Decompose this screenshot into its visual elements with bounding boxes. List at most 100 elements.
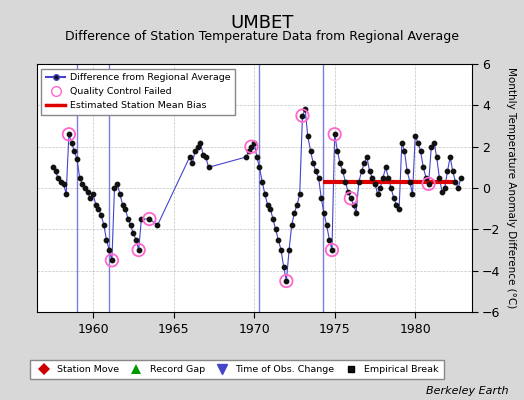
Point [279, 263, 288, 270]
Point [247, 144, 256, 150]
Point [108, 257, 116, 264]
Point [451, 178, 460, 185]
Point [309, 160, 318, 166]
Point [64, 131, 73, 138]
Point [317, 195, 325, 202]
Point [314, 174, 323, 181]
Point [255, 164, 264, 170]
Point [298, 112, 307, 119]
Point [435, 174, 444, 181]
Point [102, 236, 111, 243]
Point [290, 210, 299, 216]
Point [271, 226, 280, 232]
Point [371, 181, 379, 187]
Text: Difference of Station Temperature Data from Regional Average: Difference of Station Temperature Data f… [65, 30, 459, 43]
Text: Berkeley Earth: Berkeley Earth [426, 386, 508, 396]
Point [64, 131, 73, 138]
Point [277, 247, 285, 253]
Point [118, 201, 127, 208]
Point [75, 174, 84, 181]
Point [346, 195, 355, 202]
Point [282, 278, 290, 284]
Point [105, 247, 113, 253]
Point [70, 148, 79, 154]
Point [247, 144, 256, 150]
Point [411, 133, 419, 140]
Point [419, 164, 428, 170]
Point [242, 154, 250, 160]
Point [196, 139, 205, 146]
Point [62, 191, 70, 197]
Point [57, 178, 65, 185]
Point [320, 210, 328, 216]
Point [250, 139, 258, 146]
Point [422, 174, 430, 181]
Point [424, 181, 433, 187]
Point [449, 168, 457, 175]
Point [94, 206, 103, 212]
Point [403, 168, 411, 175]
Point [116, 191, 124, 197]
Point [78, 181, 86, 187]
Point [54, 174, 62, 181]
Point [261, 191, 269, 197]
Point [264, 201, 272, 208]
Point [328, 247, 336, 253]
Point [384, 174, 392, 181]
Point [135, 247, 143, 253]
Point [392, 201, 400, 208]
Point [352, 210, 361, 216]
Point [443, 168, 452, 175]
Point [456, 174, 465, 181]
Point [331, 131, 339, 138]
Point [424, 181, 433, 187]
Point [285, 247, 293, 253]
Point [89, 191, 97, 197]
Point [253, 154, 261, 160]
Point [274, 236, 282, 243]
Point [374, 191, 382, 197]
Point [124, 216, 132, 222]
Point [145, 216, 154, 222]
Point [137, 216, 146, 222]
Point [59, 181, 68, 187]
Point [97, 212, 105, 218]
Point [303, 133, 312, 140]
Point [427, 144, 435, 150]
Point [108, 257, 116, 264]
Point [438, 189, 446, 195]
Point [204, 164, 213, 170]
Point [100, 222, 108, 228]
Point [333, 148, 342, 154]
Point [298, 112, 307, 119]
Legend: Station Move, Record Gap, Time of Obs. Change, Empirical Break: Station Move, Record Gap, Time of Obs. C… [30, 360, 444, 378]
Point [350, 201, 358, 208]
Point [344, 189, 352, 195]
Point [288, 222, 296, 228]
Point [365, 168, 374, 175]
Point [258, 178, 266, 185]
Point [454, 185, 462, 191]
Point [390, 195, 398, 202]
Point [381, 164, 390, 170]
Point [296, 191, 304, 197]
Point [406, 178, 414, 185]
Point [81, 185, 89, 191]
Point [301, 106, 309, 113]
Point [341, 178, 350, 185]
Point [199, 152, 208, 158]
Point [339, 168, 347, 175]
Point [441, 185, 449, 191]
Point [110, 185, 118, 191]
Point [121, 206, 129, 212]
Point [417, 148, 425, 154]
Point [154, 222, 162, 228]
Point [395, 206, 403, 212]
Point [49, 164, 57, 170]
Point [269, 216, 277, 222]
Point [293, 201, 301, 208]
Point [363, 154, 371, 160]
Point [346, 195, 355, 202]
Point [51, 168, 60, 175]
Point [129, 230, 137, 237]
